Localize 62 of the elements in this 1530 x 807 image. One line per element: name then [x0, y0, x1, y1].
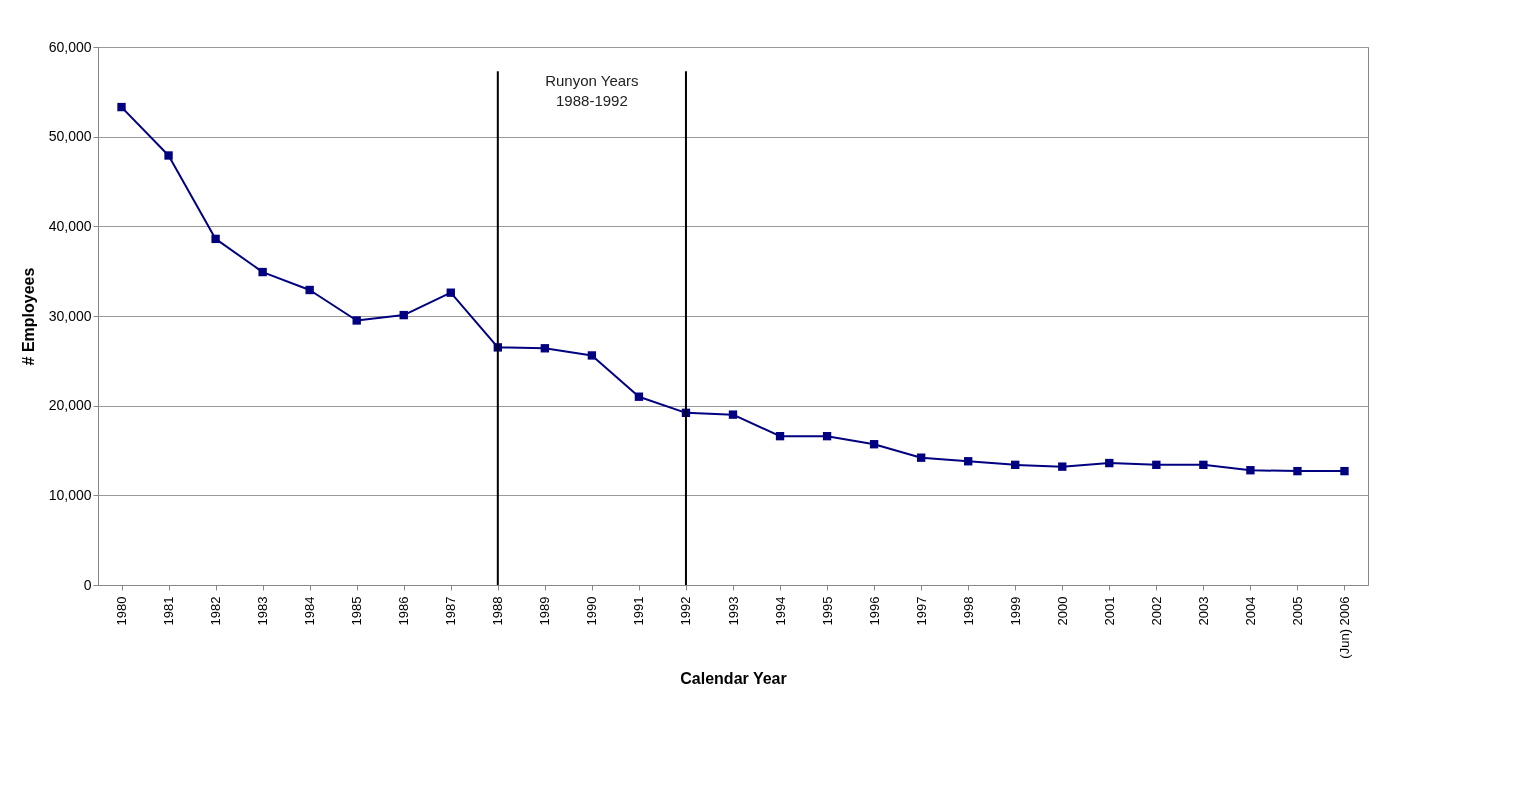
x-tick-label: 2001 [1101, 596, 1117, 626]
point [117, 102, 126, 112]
y-tick-label: 60,000 [48, 38, 92, 55]
x-tick-label: 1984 [302, 596, 318, 626]
y-axis-title: # Employees [19, 267, 37, 366]
x-tick-label: 2000 [1054, 596, 1070, 626]
x-tick-label: 1996 [866, 596, 882, 626]
x-tick-label: (Jun) 2006 [1336, 596, 1352, 659]
x-tick-label: 2003 [1195, 596, 1211, 626]
y-tick-label: 20,000 [48, 397, 92, 414]
x-tick-label: 2002 [1148, 596, 1164, 626]
point [587, 351, 597, 360]
point [164, 151, 173, 160]
x-tick-label: 1990 [584, 596, 600, 626]
x-tick-label: 1998 [960, 596, 976, 626]
point [305, 285, 314, 295]
x-tick-label: 1999 [1007, 596, 1023, 626]
point [1011, 460, 1020, 470]
y-tick-label: 50,000 [48, 128, 92, 145]
point [916, 453, 926, 462]
x-tick-label: 1981 [161, 596, 177, 626]
x-tick-label: 1997 [913, 596, 929, 626]
point [822, 431, 832, 441]
point [1340, 466, 1349, 476]
point [1058, 462, 1067, 471]
x-tick-label: 1982 [208, 596, 224, 626]
x-tick-label: 2004 [1242, 596, 1258, 626]
x-tick-label: 1980 [114, 596, 130, 626]
point [446, 288, 455, 297]
point [775, 431, 785, 441]
annotation: Runyon Years 1988-1992 [545, 71, 639, 109]
point [869, 440, 879, 449]
x-tick-label: 1989 [537, 596, 553, 626]
point [1105, 458, 1114, 468]
x-tick-label: 1994 [772, 596, 788, 626]
point [1152, 460, 1161, 470]
x-tick-label: 1985 [349, 596, 365, 626]
y-tick-label: 0 [83, 576, 92, 593]
y-tick-label: 30,000 [48, 307, 92, 324]
x-tick-label: 1991 [631, 596, 647, 626]
point [964, 457, 973, 466]
point [1199, 460, 1208, 470]
point [211, 234, 220, 244]
y-tick-label: 10,000 [48, 486, 92, 503]
point [258, 267, 267, 277]
point [634, 392, 644, 401]
x-tick-label: 1995 [819, 596, 835, 626]
point [540, 344, 550, 353]
x-axis-title: Calendar Year [680, 669, 787, 687]
point [399, 310, 408, 320]
x-tick-label: 1986 [396, 596, 412, 626]
x-tick-label: 1993 [725, 596, 741, 626]
x-tick-label: 1992 [678, 596, 694, 626]
x-tick-label: 1987 [443, 596, 459, 626]
y-tick-label: 40,000 [48, 217, 92, 234]
point [728, 410, 738, 419]
point [352, 316, 361, 325]
x-tick-label: 1988 [490, 596, 506, 626]
x-tick-label: 2005 [1289, 596, 1305, 626]
x-tick-label: 1983 [255, 596, 271, 626]
point [1246, 466, 1255, 475]
point [1293, 466, 1302, 476]
